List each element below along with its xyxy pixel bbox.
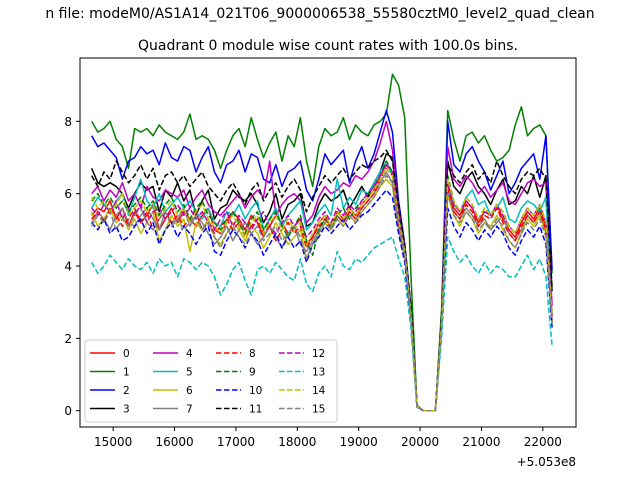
x-tick-label: 21000 (462, 435, 500, 449)
legend-label-1: 1 (123, 367, 130, 379)
axes-title: Quadrant 0 module wise count rates with … (138, 38, 518, 54)
series-line-11 (91, 149, 553, 412)
plot-area: 15000 16000 17000 18000 19000 20000 21000 22000… (64, 57, 577, 469)
legend-label-2: 2 (123, 385, 130, 397)
legend-label-7: 7 (186, 404, 193, 416)
legend-label-8: 8 (249, 348, 256, 360)
series-line-2 (91, 109, 553, 412)
series-line-15 (91, 174, 553, 412)
legend-label-10: 10 (249, 385, 262, 397)
y-tick-label: 0 (64, 404, 72, 418)
x-offset-label: +5.053e8 (517, 455, 576, 469)
series-line-10 (91, 189, 553, 412)
x-tick-label: 22000 (524, 435, 562, 449)
x-axis: 15000 16000 17000 18000 19000 20000 21000 22000 (94, 427, 562, 449)
series-line-0 (91, 163, 553, 412)
series-line-3 (90, 153, 553, 412)
legend-label-13: 13 (312, 367, 325, 379)
series-line-6 (90, 178, 553, 412)
y-axis: 0 2 4 6 8 (64, 115, 80, 418)
series-line-8 (91, 167, 553, 412)
legend-label-14: 14 (312, 385, 326, 397)
legend-label-11: 11 (249, 404, 262, 416)
legend-label-0: 0 (123, 348, 130, 360)
series-line-4 (91, 120, 553, 412)
x-tick-label: 20000 (401, 435, 439, 449)
legend-label-3: 3 (123, 404, 130, 416)
x-tick-label: 17000 (217, 435, 255, 449)
x-tick-label: 15000 (94, 435, 132, 449)
legend-box (84, 339, 338, 423)
series-line-13 (91, 236, 553, 412)
legend-label-6: 6 (186, 385, 193, 397)
series-line-1 (91, 73, 553, 412)
x-tick-label: 19000 (340, 435, 378, 449)
y-tick-label: 6 (64, 187, 72, 201)
series-line-5 (91, 160, 553, 412)
y-tick-label: 4 (64, 260, 72, 274)
figure-suptitle: n file: modeM0/AS1A14_021T06_9000006538_… (45, 6, 594, 22)
series-layer (90, 73, 553, 412)
y-tick-label: 8 (64, 115, 72, 129)
legend-label-5: 5 (186, 367, 193, 379)
legend-label-4: 4 (186, 348, 193, 360)
legend-label-15: 15 (312, 404, 325, 416)
legend-label-9: 9 (249, 367, 256, 379)
x-tick-label: 18000 (278, 435, 316, 449)
x-tick-label: 16000 (155, 435, 193, 449)
y-tick-label: 2 (64, 332, 72, 346)
series-line-14 (91, 167, 553, 412)
axes-frame (79, 57, 577, 428)
legend-label-12: 12 (312, 348, 325, 360)
